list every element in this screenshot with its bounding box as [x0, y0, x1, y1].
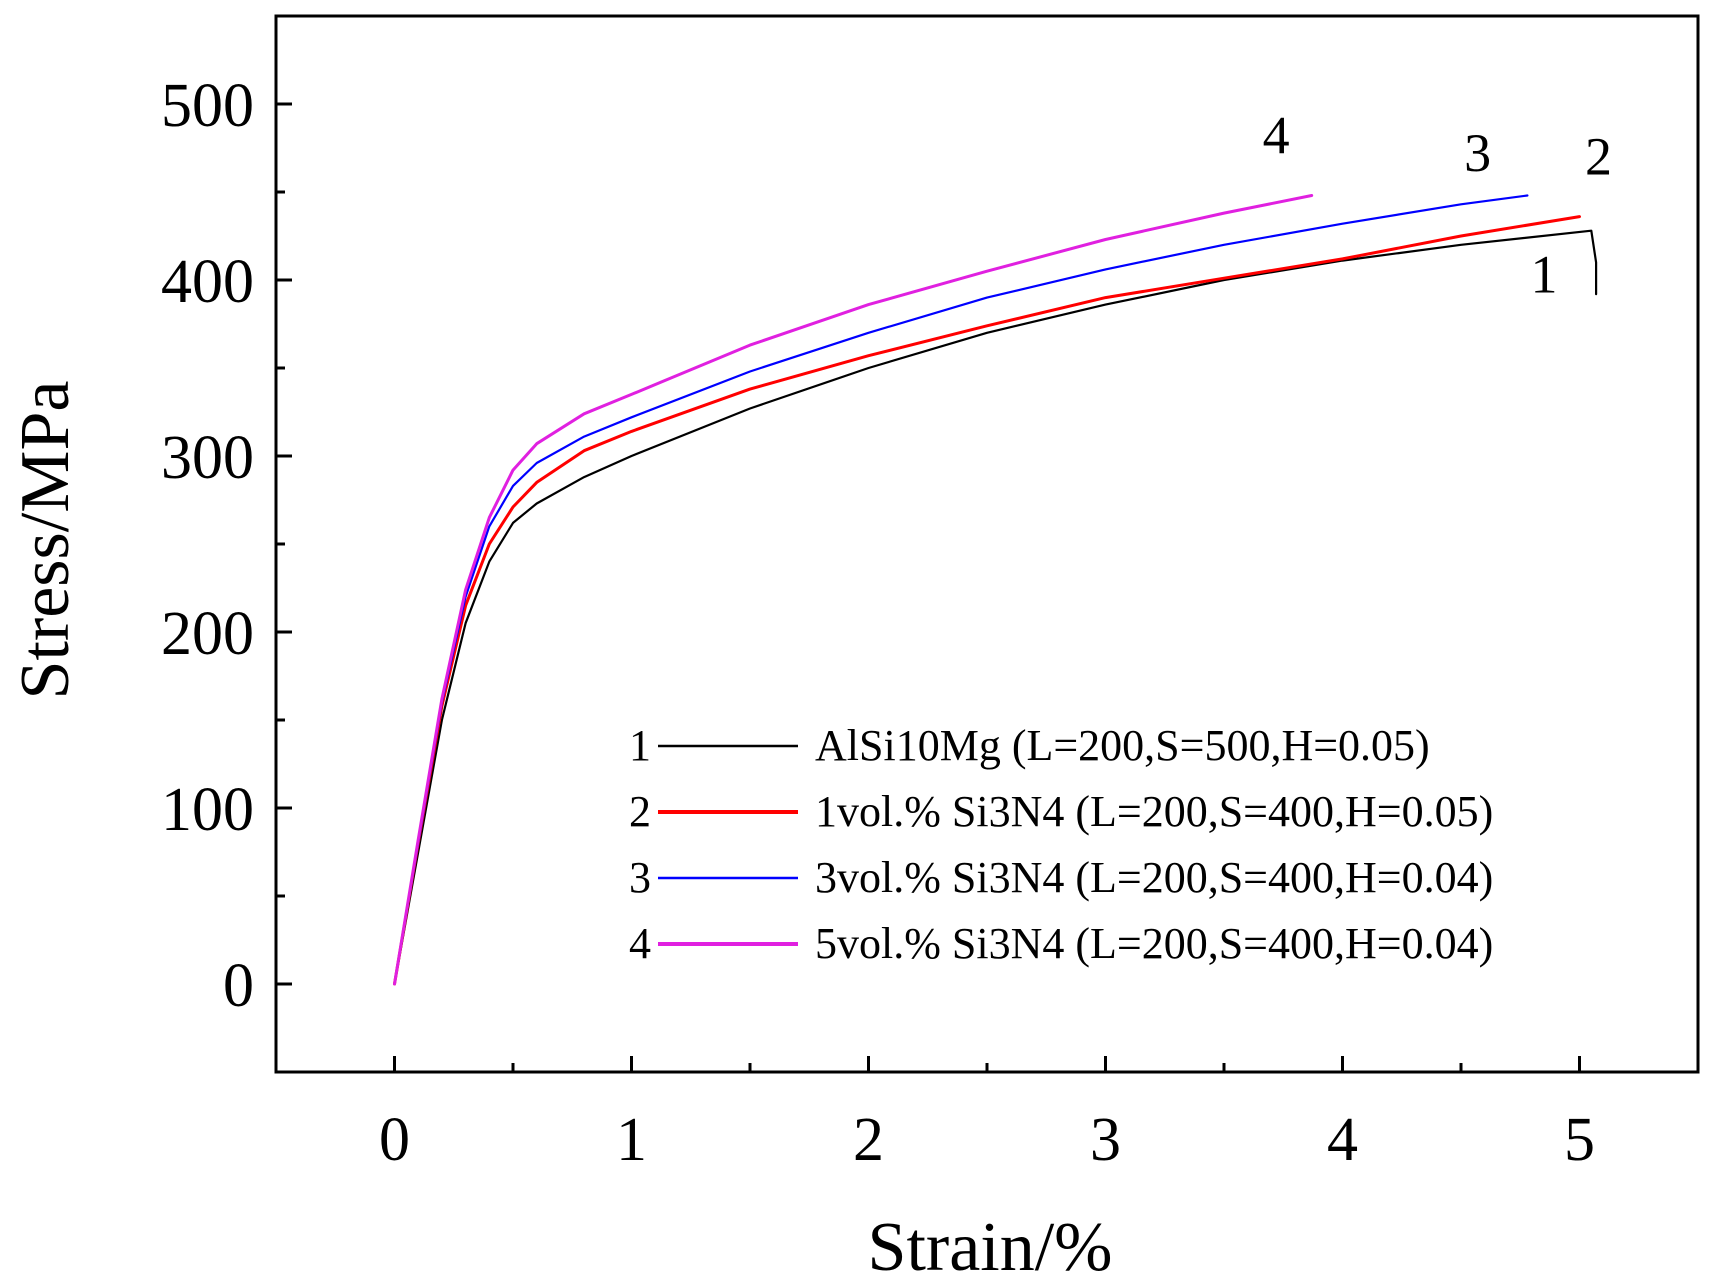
- legend-number: 1: [629, 721, 651, 770]
- x-tick-label: 0: [379, 1106, 410, 1174]
- legend-label: 1vol.% Si3N4 (L=200,S=400,H=0.05): [815, 787, 1493, 836]
- plot-series: [393, 194, 1598, 986]
- x-tick-label: 2: [853, 1106, 884, 1174]
- x-tick-label: 1: [616, 1106, 647, 1174]
- plot-frame: [274, 14, 1700, 1074]
- y-tick-label: 200: [161, 600, 254, 668]
- tick-labels: 0 1 2 3 4 5 0 100 200 300 400 500: [161, 72, 1595, 1174]
- legend-number: 3: [629, 853, 651, 902]
- x-tick-label: 5: [1564, 1106, 1595, 1174]
- curve-labels: 12 3 4: [1263, 105, 1612, 304]
- legend-number: 2: [629, 787, 651, 836]
- x-tick-label: 3: [1090, 1106, 1121, 1174]
- curve-label-1: 1: [1530, 244, 1557, 304]
- y-tick-label: 0: [223, 952, 254, 1020]
- curve-label-4: 4: [1263, 105, 1290, 165]
- legend-label: 3vol.% Si3N4 (L=200,S=400,H=0.04): [815, 853, 1493, 902]
- x-tick-label: 4: [1327, 1106, 1358, 1174]
- legend-label: 5vol.% Si3N4 (L=200,S=400,H=0.04): [815, 919, 1493, 968]
- y-axis-title: Stress/MPa: [7, 381, 84, 700]
- series-line-2: [393, 215, 1581, 986]
- series-line-1: [393, 229, 1598, 986]
- legend-number: 4: [629, 919, 651, 968]
- y-tick-label: 400: [161, 248, 254, 316]
- x-axis-title: Strain/%: [868, 1209, 1113, 1281]
- legend-label: AlSi10Mg (L=200,S=500,H=0.05): [815, 721, 1430, 770]
- curve-label-3: 3: [1464, 123, 1491, 183]
- series-line-4: [393, 194, 1314, 986]
- y-tick-label: 500: [161, 72, 254, 140]
- y-tick-label: 100: [161, 776, 254, 844]
- legend: 1 AlSi10Mg (L=200,S=500,H=0.05) 2 1vol.% Si…: [629, 721, 1493, 968]
- curve-label-2: 2: [1585, 126, 1612, 186]
- y-tick-label: 300: [161, 424, 254, 492]
